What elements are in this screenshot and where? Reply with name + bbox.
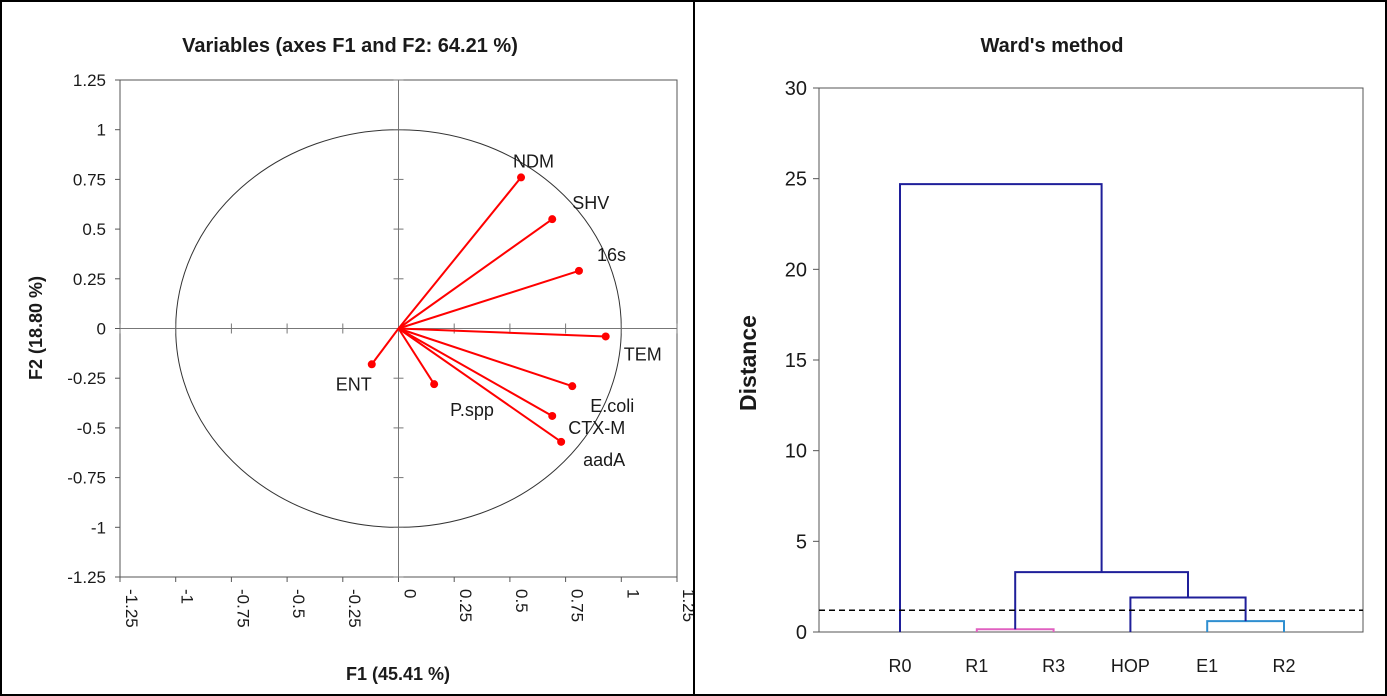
pca-loading-vector [397,218,553,330]
pca-y-tick-label: 1 [97,121,106,140]
pca-y-tick-label: -0.75 [67,469,106,488]
pca-x-tick-label: -0.5 [289,589,308,618]
pca-loading-point [367,360,376,369]
pca-y-tick-label: -0.25 [67,369,106,388]
pca-y-tick-label: 0.5 [82,220,106,239]
pca-x-tick-label: 1.25 [679,589,693,622]
pca-variable-label: TEM [624,344,662,364]
pca-loading-point [574,266,583,275]
pca-correlation-circle-chart: Variables (axes F1 and F2: 64.21 %) -1.2… [26,35,693,684]
pca-variable-label: E.coli [590,396,634,416]
pca-variable-label: NDM [513,151,554,171]
pca-loading-vector [370,327,400,365]
pca-x-tick-label: -0.25 [345,589,364,628]
pca-x-tick-label: 0.75 [568,589,587,622]
panel-divider [693,0,695,696]
pca-x-axis-label: F1 (45.41 %) [346,664,450,684]
pca-loading-vector [397,327,435,385]
pca-x-tick-label: 0 [401,589,420,598]
pca-x-tick-label: 0.25 [456,589,475,622]
pca-x-tick-label: -1 [178,589,197,604]
pca-variable-label: P.spp [450,400,494,420]
pca-y-tick-label: -0.5 [77,419,106,438]
pca-loading-point [517,173,526,182]
pca-loading-point [601,332,610,341]
pca-title: Variables (axes F1 and F2: 64.21 %) [182,35,518,57]
pca-y-tick-label: -1.25 [67,568,106,587]
pca-y-tick-label: 0.25 [73,270,106,289]
pca-x-tick-label: -1.25 [122,589,141,628]
pca-y-tick-label: -1 [91,518,106,537]
pca-x-tick-label: -0.75 [233,589,252,628]
pca-y-tick-label: 0.75 [73,170,106,189]
pca-loading-point [548,411,557,420]
pca-loading-vector [397,327,562,443]
pca-loading-point [557,437,566,446]
pca-variable-label: ENT [336,374,372,394]
pca-y-axis-label: F2 (18.80 %) [26,276,46,380]
pca-loading-vector [398,269,580,330]
pca-variable-label: CTX-M [568,418,625,438]
pca-loading-point [548,215,557,224]
pca-variable-label: aadA [583,450,625,470]
pca-y-tick-label: 1.25 [73,71,106,90]
pca-loading-vector [398,327,573,388]
pca-loading-vector [398,327,606,338]
pca-x-tick-label: 1 [623,589,642,598]
pca-loading-vector [397,176,522,330]
pca-y-tick-label: 0 [97,320,106,339]
pca-x-tick-label: 0.5 [512,589,531,613]
pca-loading-point [430,380,439,389]
pca-variable-label: SHV [572,193,609,213]
pca-loading-point [568,382,577,391]
pca-loading-vector [398,327,553,417]
pca-variable-label: 16s [597,245,626,265]
